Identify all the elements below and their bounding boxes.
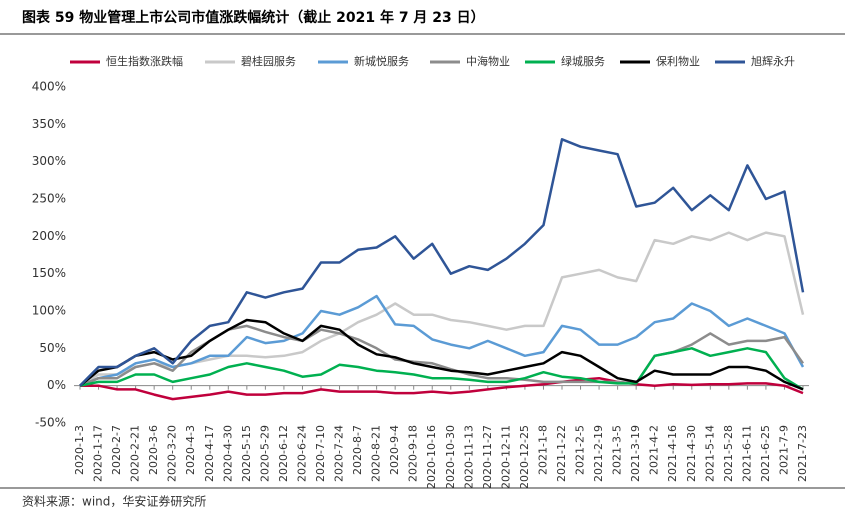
x-tick-label: 2020-4-30 <box>221 425 234 482</box>
series-line <box>79 347 804 391</box>
series-line <box>79 318 804 391</box>
x-tick-label: 2020-10-30 <box>444 425 457 489</box>
series-line <box>79 324 805 387</box>
y-tick-label: 250% <box>32 192 66 206</box>
x-tick-label: 2020-4-3 <box>184 425 197 475</box>
y-tick-label: 50% <box>39 341 66 355</box>
x-tick-label: 2021-4-16 <box>666 425 679 482</box>
x-tick-label: 2020-5-15 <box>240 425 253 482</box>
x-tick-label: 2021-5-28 <box>722 425 735 482</box>
series-line <box>79 294 805 387</box>
x-tick-label: 2021-2-19 <box>592 425 605 482</box>
legend-label: 恒生指数涨跌幅 <box>106 54 183 68</box>
y-tick-label: 100% <box>32 304 66 318</box>
x-tick-label: 2021-7-9 <box>777 425 790 475</box>
y-tick-label: 0% <box>47 378 66 392</box>
x-tick-label: 2020-12-11 <box>499 425 512 489</box>
x-tick-label: 2020-3-20 <box>166 425 179 482</box>
x-tick-label: 2020-4-17 <box>203 425 216 482</box>
x-tick-label: 2021-7-23 <box>796 425 809 482</box>
chart-title: 图表 59 物业管理上市公司市值涨跌幅统计（截止 2021 年 7 月 23 日… <box>22 9 485 26</box>
x-tick-label: 2021-4-30 <box>685 425 698 482</box>
legend-label: 中海物业 <box>466 54 510 68</box>
x-tick-label: 2021-1-8 <box>536 425 549 475</box>
x-tick-label: 2020-11-27 <box>481 425 494 489</box>
x-tick-label: 2020-6-12 <box>277 425 290 482</box>
x-tick-label: 2020-12-25 <box>518 425 531 489</box>
y-tick-label: 150% <box>32 266 66 280</box>
x-tick-label: 2020-5-29 <box>258 425 271 482</box>
y-tick-label: 400% <box>32 80 66 94</box>
x-tick-label: 2021-1-22 <box>555 425 568 482</box>
x-tick-label: 2020-11-13 <box>462 425 475 489</box>
x-tick-label: 2020-1-3 <box>73 425 86 475</box>
x-tick-label: 2021-4-2 <box>648 425 661 475</box>
x-tick-label: 2020-9-4 <box>388 425 401 475</box>
x-tick-label: 2021-3-5 <box>611 425 624 475</box>
y-tick-label: -50% <box>35 416 66 430</box>
series-line <box>80 376 804 401</box>
legend-label: 绿城服务 <box>561 54 605 68</box>
series-line <box>79 231 805 387</box>
x-tick-label: 2021-6-11 <box>740 425 753 482</box>
x-tick-label: 2021-5-14 <box>703 425 716 482</box>
x-tick-label: 2020-7-24 <box>333 425 346 482</box>
x-tick-label: 2020-10-16 <box>425 425 438 489</box>
series-line <box>79 138 805 387</box>
legend-label: 保利物业 <box>656 54 700 68</box>
x-tick-label: 2020-8-21 <box>370 425 383 482</box>
legend-label: 碧桂园服务 <box>241 54 296 68</box>
x-tick-label: 2020-2-21 <box>129 425 142 482</box>
x-tick-label: 2021-3-19 <box>629 425 642 482</box>
y-tick-label: 300% <box>32 154 66 168</box>
source-note: 资料来源：wind，华安证券研究所 <box>22 494 206 509</box>
x-tick-label: 2020-6-24 <box>295 425 308 482</box>
x-tick-label: 2020-9-18 <box>407 425 420 482</box>
legend-label: 旭辉永升 <box>751 54 795 68</box>
x-tick-label: 2021-2-5 <box>574 425 587 475</box>
x-tick-label: 2020-3-6 <box>147 425 160 475</box>
y-tick-label: 200% <box>32 229 66 243</box>
legend-label: 新城悦服务 <box>354 54 409 68</box>
y-tick-label: 350% <box>32 117 66 131</box>
x-tick-label: 2020-2-7 <box>110 425 123 475</box>
x-tick-label: 2020-1-17 <box>92 425 105 482</box>
x-tick-label: 2020-8-7 <box>351 425 364 475</box>
x-tick-label: 2021-6-25 <box>759 425 772 482</box>
x-tick-label: 2020-7-10 <box>314 425 327 482</box>
